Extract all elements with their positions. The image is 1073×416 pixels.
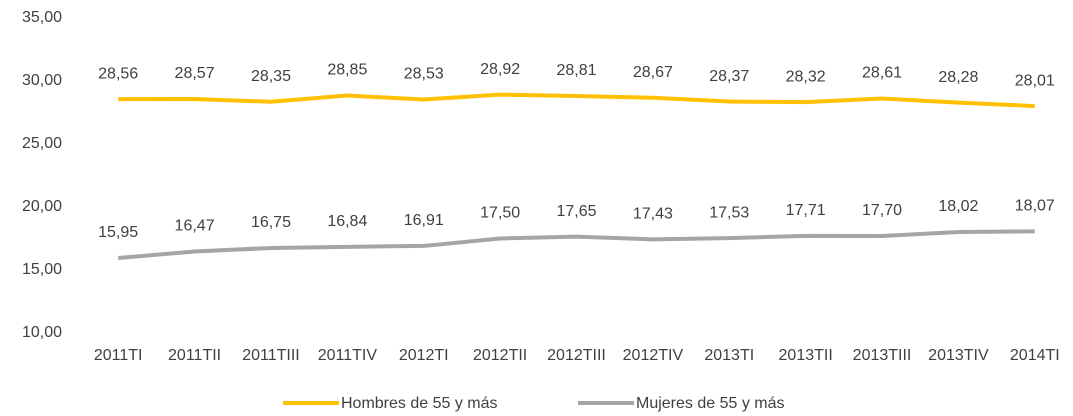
data-label: 16,47: [175, 218, 215, 235]
x-tick-label: 2011TIII: [242, 347, 300, 364]
x-tick-label: 2011TIV: [318, 347, 378, 364]
x-tick-label: 2012TIII: [547, 347, 606, 364]
data-label: 17,70: [862, 202, 902, 219]
x-tick-label: 2013TII: [779, 347, 833, 364]
x-tick-label: 2013TIII: [853, 347, 912, 364]
y-tick-label: 35,00: [22, 9, 62, 26]
data-label: 18,07: [1015, 198, 1055, 215]
y-tick-label: 20,00: [22, 198, 62, 215]
data-label: 28,81: [556, 62, 596, 79]
data-label: 15,95: [98, 224, 138, 241]
data-label: 28,53: [404, 66, 444, 83]
data-label: 28,35: [251, 68, 291, 85]
data-label: 28,57: [175, 65, 215, 82]
data-label: 16,84: [327, 213, 367, 230]
x-tick-label: 2013TI: [704, 347, 754, 364]
x-tick-label: 2012TI: [399, 347, 449, 364]
x-tick-label: 2011TI: [94, 347, 143, 364]
data-label: 17,65: [556, 203, 596, 220]
data-label: 28,61: [862, 65, 902, 82]
series-line: [118, 92, 1035, 109]
data-label: 28,85: [327, 62, 367, 79]
data-label: 28,56: [98, 65, 138, 82]
data-label: 18,02: [938, 198, 978, 215]
x-tick-label: 2011TII: [168, 347, 221, 364]
data-label: 28,92: [480, 61, 520, 78]
y-tick-label: 15,00: [22, 261, 62, 278]
x-tick-label: 2012TII: [473, 347, 527, 364]
data-label: 17,53: [709, 204, 749, 221]
x-tick-label: 2012TIV: [623, 347, 684, 364]
data-label: 16,75: [251, 214, 291, 231]
data-label: 17,71: [786, 202, 826, 219]
data-label: 28,32: [786, 68, 826, 85]
series-line: [118, 229, 1035, 261]
y-tick-label: 30,00: [22, 72, 62, 89]
data-label: 28,67: [633, 64, 673, 81]
x-tick-label: 2013TIV: [928, 347, 989, 364]
data-label: 28,37: [709, 68, 749, 85]
data-label: 16,91: [404, 212, 444, 229]
legend-label: Mujeres de 55 y más: [636, 395, 785, 412]
x-tick-label: 2014TI: [1010, 347, 1060, 364]
data-label: 17,43: [633, 206, 673, 223]
data-label: 28,01: [1015, 72, 1055, 89]
y-tick-label: 10,00: [22, 324, 62, 341]
data-label: 28,28: [938, 69, 978, 86]
data-label: 17,50: [480, 205, 520, 222]
y-tick-label: 25,00: [22, 135, 62, 152]
legend-label: Hombres de 55 y más: [341, 395, 498, 412]
